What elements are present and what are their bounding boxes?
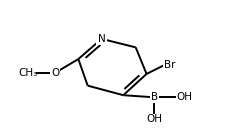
Text: OH: OH: [146, 114, 162, 124]
Text: CH₃: CH₃: [19, 68, 38, 78]
Text: N: N: [97, 34, 105, 44]
Text: O: O: [51, 68, 59, 78]
Text: OH: OH: [175, 92, 191, 102]
Text: Br: Br: [163, 60, 174, 70]
Text: B: B: [150, 92, 157, 102]
